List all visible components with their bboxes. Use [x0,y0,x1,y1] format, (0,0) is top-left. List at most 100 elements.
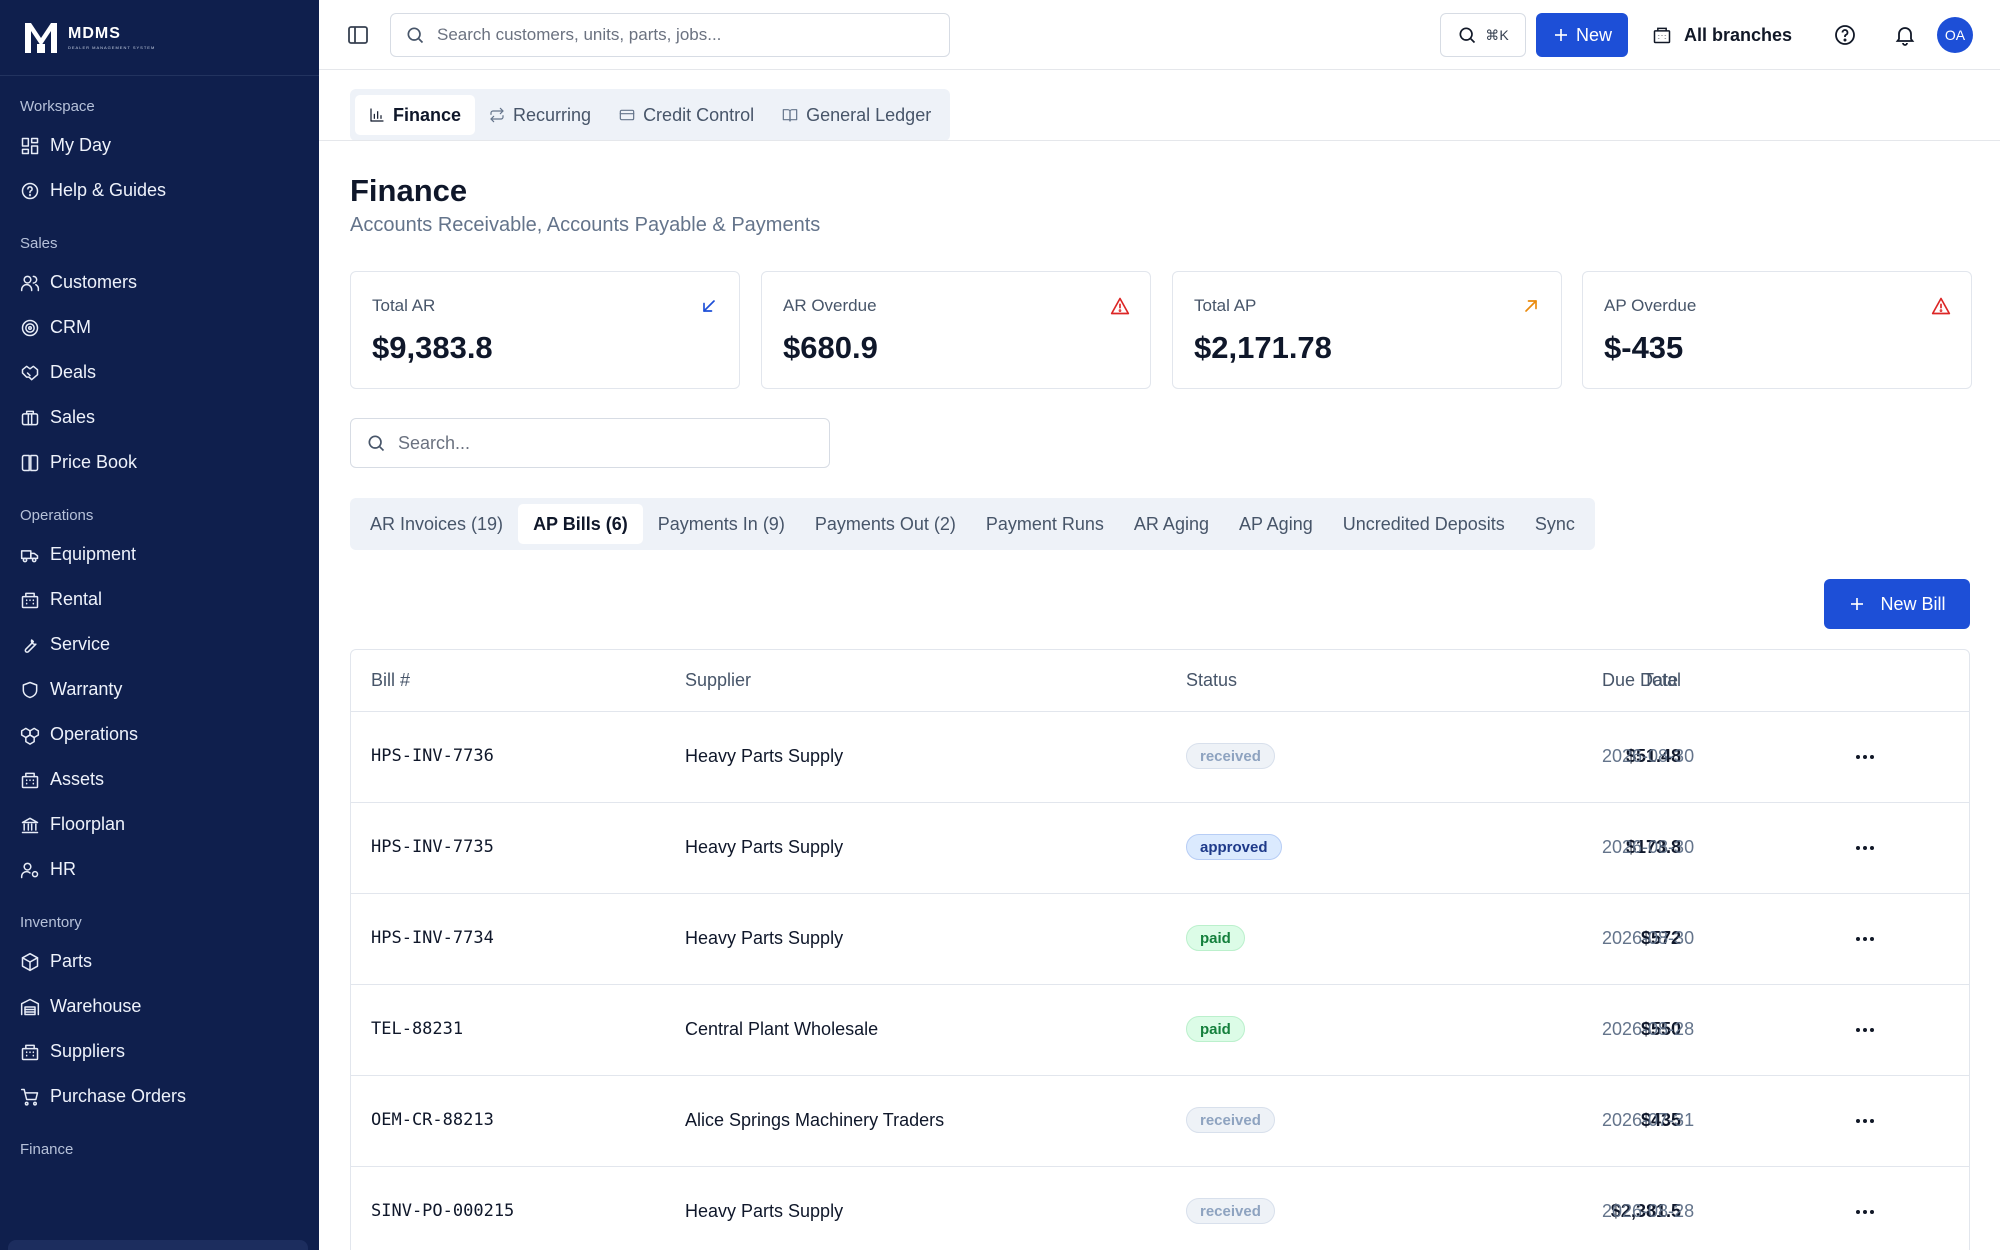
tab-uncredited-deposits[interactable]: Uncredited Deposits [1342,513,1505,534]
bill-total: $435 [1640,1110,1681,1130]
sidebar-item-warehouse[interactable]: Warehouse [20,984,299,1029]
tab-recurring[interactable]: Recurring [475,95,605,135]
sidebar-item-customers[interactable]: Customers [20,260,299,305]
sidebar-item-hr[interactable]: HR [20,847,299,892]
sidebar-item-floorplan[interactable]: Floorplan [20,802,299,847]
tab-payments-out-2[interactable]: Payments Out (2) [814,513,956,534]
nav-section-inventory: Inventory Parts Warehouse Suppliers Purchase… [0,914,319,1119]
sidebar-item-rental[interactable]: Rental [20,577,299,622]
more-actions-icon[interactable] [1853,1109,1877,1133]
supplier-name: Heavy Parts Supply [685,1201,844,1221]
bill-number[interactable]: HPS-INV-7736 [371,746,494,766]
status-badge: approved [1186,834,1282,860]
tab-ar-invoices-19[interactable]: AR Invoices (19) [370,513,504,534]
branch-selector-label: All branches [1684,24,1793,45]
sidebar-item-active[interactable] [8,1240,308,1250]
sidebar-item-help-guides[interactable]: Help & Guides [20,168,299,213]
bill-number[interactable]: OEM-CR-88213 [371,1110,494,1130]
sidebar-item-purchase-orders[interactable]: Purchase Orders [20,1074,299,1119]
tab-label: Finance [393,104,462,125]
more-actions-icon[interactable] [1853,1200,1877,1224]
new-bill-button[interactable]: New Bill [1824,579,1970,629]
table-row[interactable]: SINV-PO-000215 Heavy Parts Supply received… [351,1167,1969,1250]
sidebar-item-deals[interactable]: Deals [20,350,299,395]
tab-sync[interactable]: Sync [1534,513,1575,534]
column-header-status[interactable]: Status [1186,670,1238,690]
sidebar-item-crm[interactable]: CRM [20,305,299,350]
tab-general-ledger[interactable]: General Ledger [768,95,945,135]
global-search-input[interactable]: Search customers, units, parts, jobs... [390,13,950,57]
sidebar-item-label: Suppliers [50,1041,126,1061]
stat-card-ap-overdue: AP Overdue $-435 [1582,271,1972,389]
sidebar-nav: Workspace My Day Help & Guides Sales Custome… [0,98,319,1158]
table-row[interactable]: TEL-88231 Central Plant Wholesale paid $550… [351,985,1969,1076]
user-cog-icon [20,862,39,878]
due-date: 2026-08-28 [1602,1019,1695,1039]
bell-icon[interactable] [1893,23,1917,47]
bar-chart-icon [370,108,384,122]
more-actions-icon[interactable] [1853,1018,1877,1042]
tab-payments-in-9[interactable]: Payments In (9) [657,513,785,534]
help-icon[interactable] [1833,23,1857,47]
tab-credit-control[interactable]: Credit Control [605,95,768,135]
table-row[interactable]: HPS-INV-7736 Heavy Parts Supply received $5… [351,712,1969,803]
bill-number[interactable]: SINV-PO-000215 [371,1201,515,1221]
table-row[interactable]: HPS-INV-7735 Heavy Parts Supply approved $1… [351,803,1969,894]
sidebar-item-label: Purchase Orders [50,1086,187,1106]
bill-number[interactable]: TEL-88231 [371,1019,464,1039]
branch-selector[interactable]: All branches [1652,13,1792,57]
new-bill-label: New Bill [1880,593,1946,614]
tab-payment-runs[interactable]: Payment Runs [985,513,1104,534]
stat-card-label: AP Overdue [1604,296,1697,315]
boxes-icon [20,727,40,745]
due-date: 2026-07-31 [1602,1110,1695,1130]
table-row[interactable]: OEM-CR-88213 Alice Springs Machinery Trad… [351,1076,1969,1167]
tab-ap-aging[interactable]: AP Aging [1238,513,1313,534]
nav-section-operations: Operations Equipment Rental Service Warranty… [0,507,319,892]
page-subtitle: Accounts Receivable, Accounts Payable & … [350,214,821,236]
sidebar-item-assets[interactable]: Assets [20,757,299,802]
sidebar-item-warranty[interactable]: Warranty [20,667,299,712]
alert-triangle-icon [1931,297,1951,315]
sidebar-item-price-book[interactable]: Price Book [20,440,299,485]
sidebar-item-label: Service [50,634,111,654]
sidebar-item-equipment[interactable]: Equipment [20,532,299,577]
nav-section-title: Inventory [20,914,82,931]
column-header-bill[interactable]: Bill # [371,670,411,690]
shield-icon [22,681,38,698]
tab-finance[interactable]: Finance [355,95,476,135]
brand[interactable]: MDMS DEALER MANAGEMENT SYSTEM [0,0,319,76]
divider [319,140,2000,141]
column-header-total[interactable]: Total [1642,670,1681,690]
sidebar-toggle-icon[interactable] [346,23,370,47]
command-palette-button[interactable]: ⌘K [1440,13,1526,57]
arrow-down-left-icon [703,300,715,312]
stat-card-ar-overdue: AR Overdue $680.9 [761,271,1151,389]
column-header-due-date[interactable]: Due Date [1602,670,1679,690]
nav-section-title: Workspace [20,98,95,115]
table-row[interactable]: HPS-INV-7734 Heavy Parts Supply paid $572 20… [351,894,1969,985]
tab-ar-aging[interactable]: AR Aging [1133,513,1209,534]
column-header-supplier[interactable]: Supplier [685,670,752,690]
search-icon [407,27,424,44]
sidebar-item-sales[interactable]: Sales [20,395,299,440]
bill-number[interactable]: HPS-INV-7735 [371,837,494,857]
more-actions-icon[interactable] [1853,927,1877,951]
landmark-icon [21,817,39,833]
bill-number[interactable]: HPS-INV-7734 [371,928,494,948]
sidebar-item-my-day[interactable]: My Day [20,123,299,168]
sidebar-item-suppliers[interactable]: Suppliers [20,1029,299,1074]
sidebar-item-parts[interactable]: Parts [20,939,299,984]
finance-search-input[interactable]: Search... [350,418,830,468]
credit-card-icon [619,109,635,121]
more-actions-icon[interactable] [1853,836,1877,860]
brand-subtitle: DEALER MANAGEMENT SYSTEM [68,45,156,50]
package-icon [21,952,39,971]
tab-ap-bills-6[interactable]: AP Bills (6) [518,504,643,544]
status-badge: received [1186,743,1275,769]
sidebar-item-operations[interactable]: Operations [20,712,299,757]
more-actions-icon[interactable] [1853,745,1877,769]
new-button[interactable]: New [1536,13,1628,57]
sidebar-item-service[interactable]: Service [20,622,299,667]
avatar[interactable]: OA [1937,17,1973,53]
